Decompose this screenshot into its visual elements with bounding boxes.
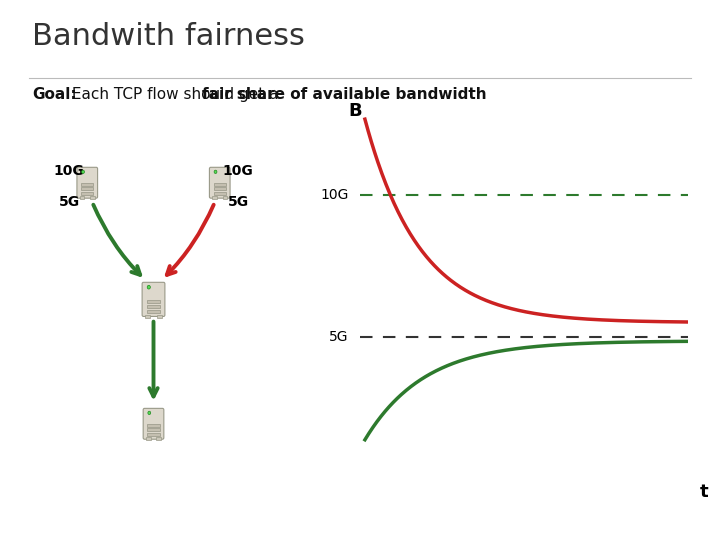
FancyBboxPatch shape [214,184,226,186]
Text: 5G: 5G [228,195,248,209]
Text: 10G: 10G [320,188,348,202]
FancyBboxPatch shape [148,428,160,431]
FancyBboxPatch shape [81,192,94,195]
FancyBboxPatch shape [80,196,84,199]
FancyBboxPatch shape [148,434,160,436]
FancyBboxPatch shape [157,314,162,318]
Text: ADAM KRAJEWSKI · TCP CONGESTION CONTROL: ADAM KRAJEWSKI · TCP CONGESTION CONTROL [255,518,465,527]
Circle shape [81,170,84,173]
FancyBboxPatch shape [210,167,230,198]
Text: fair share of available bandwidth: fair share of available bandwidth [202,87,487,103]
FancyBboxPatch shape [142,282,165,316]
FancyBboxPatch shape [77,167,98,198]
FancyBboxPatch shape [81,187,94,190]
FancyBboxPatch shape [90,196,94,199]
FancyBboxPatch shape [156,437,161,440]
Text: 10G: 10G [54,164,84,178]
Circle shape [148,411,150,415]
Text: 5G: 5G [58,195,80,209]
FancyBboxPatch shape [214,187,226,190]
Text: 5G: 5G [329,329,348,343]
FancyBboxPatch shape [81,184,94,186]
Circle shape [214,170,217,173]
Text: Each TCP flow should get a: Each TCP flow should get a [67,87,284,103]
FancyBboxPatch shape [145,314,150,318]
FancyBboxPatch shape [222,196,227,199]
Circle shape [147,285,150,289]
FancyBboxPatch shape [143,408,164,439]
FancyBboxPatch shape [148,424,160,428]
FancyBboxPatch shape [147,300,161,303]
Text: 10G: 10G [222,164,253,178]
FancyBboxPatch shape [212,196,217,199]
FancyBboxPatch shape [214,192,226,195]
FancyBboxPatch shape [146,437,150,440]
Text: Bandwith fairness: Bandwith fairness [32,22,305,51]
FancyBboxPatch shape [147,305,161,308]
FancyBboxPatch shape [147,310,161,313]
Text: 12 / 37: 12 / 37 [647,518,684,527]
Text: t: t [700,483,708,501]
Text: B: B [348,102,362,120]
Text: Goal:: Goal: [32,87,77,103]
